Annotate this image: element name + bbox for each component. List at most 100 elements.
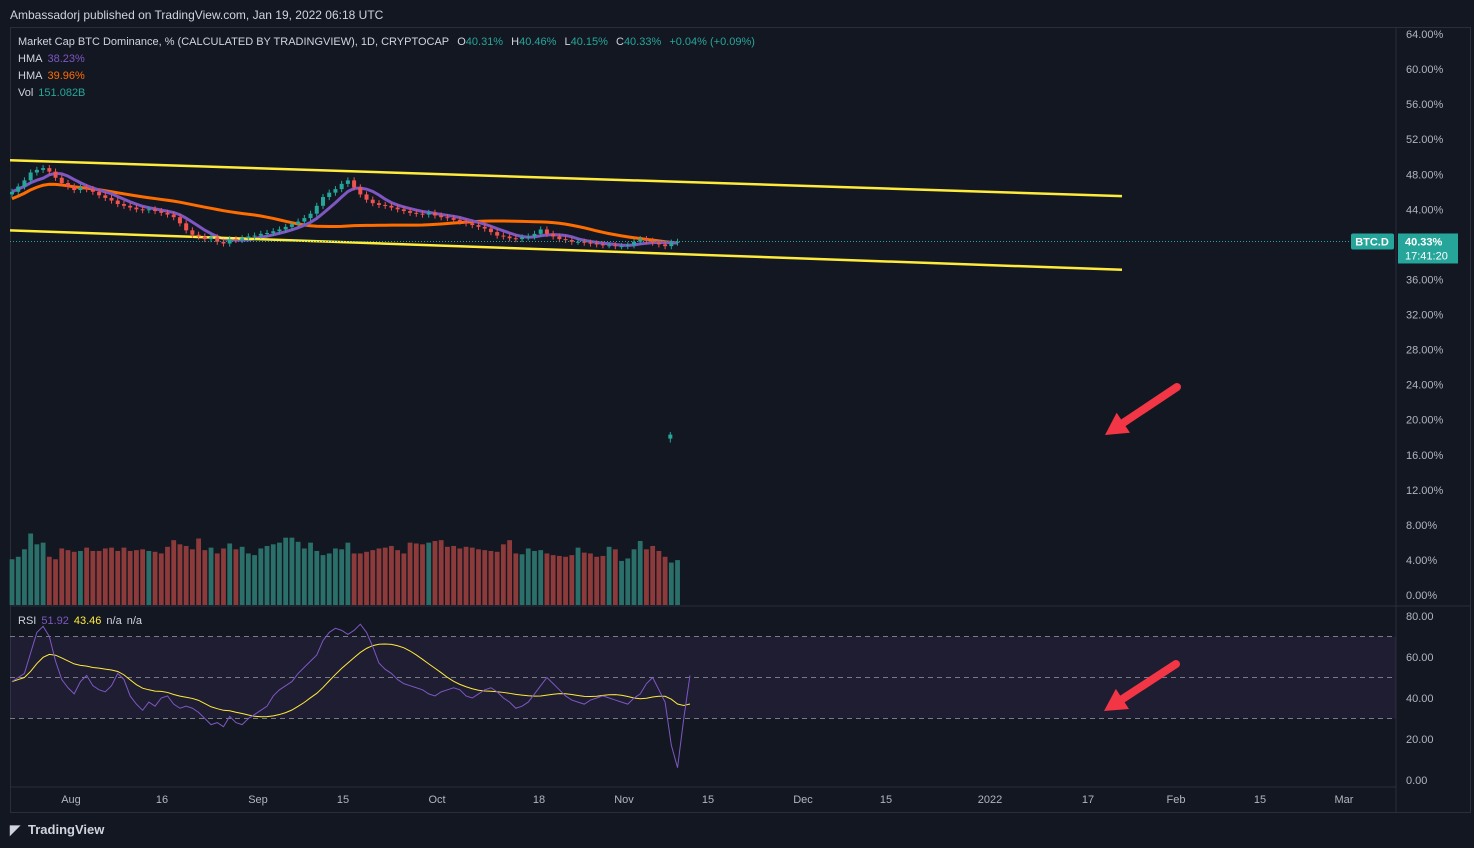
candle-body (607, 245, 612, 247)
volume-bar (482, 550, 488, 605)
volume-bar (500, 544, 506, 605)
volume-bar (413, 543, 419, 605)
volume-bar (264, 545, 270, 605)
volume-bar (258, 548, 264, 605)
volume-bar (96, 550, 102, 605)
volume-bar (90, 550, 96, 605)
volume-bar (538, 550, 544, 605)
volume-bar (588, 553, 593, 605)
candle-body (159, 211, 164, 213)
volume-bar (314, 550, 320, 605)
candle-body (34, 169, 39, 173)
volume-bar (283, 537, 289, 605)
volume-bar (357, 553, 363, 605)
candle-body (395, 207, 400, 210)
candle-body (65, 183, 70, 187)
volume-bar (227, 543, 233, 605)
volume-bar (345, 542, 351, 605)
candle-body (482, 226, 487, 229)
volume-bar (245, 553, 251, 605)
price-tick-label: 48.00% (1406, 169, 1444, 181)
candle-body (513, 238, 518, 240)
volume-bar (550, 555, 556, 605)
volume-bar (28, 533, 34, 605)
volume-bar (469, 547, 475, 605)
volume-legend[interactable]: Vol 151.082B (18, 87, 86, 99)
price-tick-label: 56.00% (1406, 99, 1444, 111)
volume-bar (488, 550, 494, 605)
hma-slow-line (11, 182, 678, 245)
volume-bar (668, 562, 674, 605)
volume-bar (46, 556, 52, 605)
candle-body (625, 245, 630, 247)
candle-body (464, 221, 469, 224)
candle-body (22, 180, 27, 187)
candle-body (252, 235, 257, 237)
volume-bar (656, 550, 662, 605)
volume-bar (165, 546, 170, 605)
volume-bar (109, 547, 114, 605)
annotation-arrow-price-head (1105, 412, 1130, 435)
candle-body (265, 232, 270, 234)
candle-body (669, 242, 674, 247)
rsi-tick-label: 60.00 (1406, 652, 1434, 664)
candle-body (134, 207, 139, 210)
candle-body (209, 237, 214, 240)
volume-bar (507, 540, 512, 605)
candle-body (271, 231, 276, 233)
volume-bar (65, 550, 71, 605)
time-tick-label: 15 (702, 794, 714, 806)
candle-body (78, 187, 83, 191)
candle-body (613, 245, 618, 247)
candle-body (277, 229, 282, 232)
volume-bar (9, 559, 15, 605)
price-tick-label: 64.00% (1406, 29, 1444, 41)
price-tick-label: 60.00% (1406, 64, 1444, 76)
hma-fast-legend[interactable]: HMA 38.23% (18, 53, 85, 65)
volume-bar (476, 549, 481, 605)
candle-body (663, 244, 668, 247)
volume-bar (389, 545, 394, 605)
candle-body (333, 189, 338, 193)
time-tick-label: Mar (1335, 794, 1354, 806)
volume-bar (121, 547, 127, 605)
time-tick-label: Dec (793, 794, 813, 806)
volume-bar (619, 560, 624, 605)
candle-body (345, 180, 350, 184)
price-tag-countdown: 17:41:20 (1405, 250, 1448, 262)
volume-bar (177, 544, 183, 605)
ohlc-open: O40.31% (457, 36, 504, 48)
volume-bar (158, 553, 164, 605)
volume-bar (532, 550, 537, 605)
hma-slow-legend[interactable]: HMA 39.96% (18, 70, 85, 82)
candle-body (476, 225, 481, 227)
tradingview-logo[interactable]: ◤ TradingView (10, 822, 105, 837)
candle-body (258, 233, 263, 236)
volume-bar (34, 544, 40, 605)
channel-lower-line (9, 229, 1123, 272)
volume-bar (525, 548, 531, 605)
time-tick-label: 15 (880, 794, 892, 806)
candle-body (221, 241, 226, 244)
candle-body (128, 205, 133, 208)
volume-bar (351, 553, 357, 605)
candle-body (202, 236, 207, 240)
symbol-line: Market Cap BTC Dominance, % (CALCULATED … (18, 34, 760, 51)
annotation-arrow-rsi-shaft (1118, 660, 1180, 703)
candle-body (557, 236, 562, 240)
chart-frame[interactable] (10, 27, 1471, 813)
volume-bar (59, 548, 65, 605)
time-tick-label: Sep (248, 794, 268, 806)
candle-body (146, 209, 151, 211)
candle-body (451, 218, 456, 220)
rsi-legend[interactable]: RSI 51.92 43.46 n/a n/a (18, 615, 142, 627)
candle-body (532, 233, 537, 237)
volume-bar (463, 546, 469, 605)
rsi-ma-line (11, 643, 691, 718)
volume-bar (426, 542, 432, 605)
volume-bar (277, 542, 282, 605)
volume-bar (71, 551, 77, 605)
ohlc-change: +0.04% (+0.09%) (669, 36, 755, 48)
price-tick-label: 32.00% (1406, 310, 1444, 322)
